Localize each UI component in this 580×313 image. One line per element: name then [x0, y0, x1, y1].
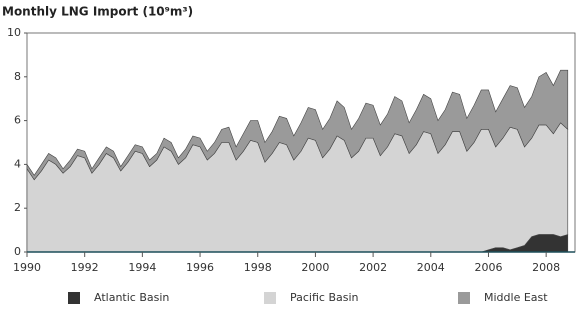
x-tick-label: 2000 — [301, 261, 329, 274]
y-tick-label: 4 — [14, 157, 21, 170]
x-tick-label: 2008 — [532, 261, 560, 274]
legend-label: Atlantic Basin — [94, 291, 169, 304]
y-tick-label: 8 — [14, 70, 21, 83]
legend-label: Pacific Basin — [290, 291, 359, 304]
y-tick-label: 2 — [14, 201, 21, 214]
y-tick-label: 10 — [7, 26, 21, 39]
x-tick-label: 2004 — [417, 261, 445, 274]
legend-swatch — [264, 292, 276, 304]
y-tick-label: 0 — [14, 245, 21, 258]
x-tick-label: 1998 — [244, 261, 272, 274]
legend-label: Middle East — [484, 291, 548, 304]
area — [26, 69, 569, 181]
legend-swatch — [458, 292, 470, 304]
x-tick-label: 1994 — [128, 261, 156, 274]
legend-swatch — [68, 292, 80, 304]
x-tick-label: 2002 — [359, 261, 387, 274]
x-tick-label: 2006 — [474, 261, 502, 274]
y-tick-label: 6 — [14, 114, 21, 127]
x-tick-label: 1996 — [186, 261, 214, 274]
x-tick-label: 1992 — [71, 261, 99, 274]
chart-title: Monthly LNG Import (10⁹m³) — [2, 5, 193, 19]
x-tick-label: 1990 — [13, 261, 41, 274]
